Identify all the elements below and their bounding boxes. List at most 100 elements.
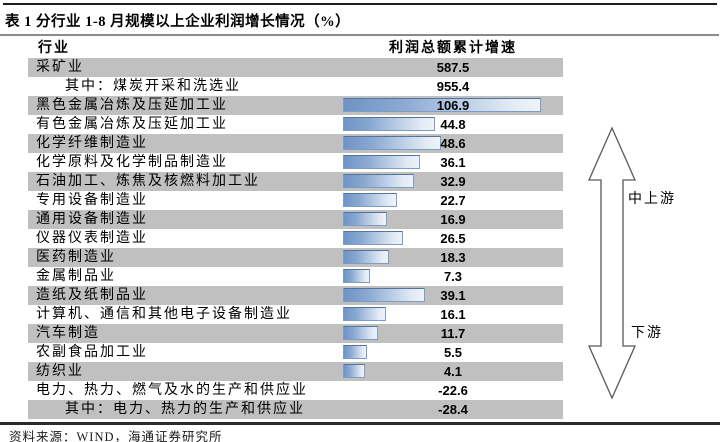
upstream-downstream-arrow [584, 126, 640, 400]
table-row: 金属制品业 7.3 [28, 267, 563, 286]
table-title: 表 1 分行业 1-8 月规模以上企业利润增长情况（%） [5, 14, 351, 30]
industry-name: 计算机、通信和其他电子设备制造业 [36, 307, 292, 322]
data-bar [343, 250, 389, 264]
table-row: 其中：煤炭开采和洗选业 955.4 [28, 77, 563, 96]
source-note: 资料来源：WIND，海通证券研究所 [9, 430, 223, 442]
industry-name: 造纸及纸制品业 [36, 288, 148, 303]
table-row: 化学原料及化学制品制造业 36.1 [28, 153, 563, 172]
table-row: 电力、热力、燃气及水的生产和供应业 -22.6 [28, 381, 563, 400]
growth-value: 7.3 [443, 269, 463, 284]
data-bar [343, 231, 403, 245]
label-mid-upstream: 中上游 [628, 192, 676, 207]
data-bar [343, 345, 367, 359]
growth-value: 39.1 [440, 288, 466, 303]
industry-name: 黑色金属冶炼及压延加工业 [36, 98, 228, 113]
industry-name: 石油加工、炼焦及核燃料加工业 [36, 174, 260, 189]
growth-value: 11.7 [440, 326, 466, 341]
data-bar [343, 307, 386, 321]
table-row: 专用设备制造业 22.7 [28, 191, 563, 210]
table-row: 纺织业 4.1 [28, 362, 563, 381]
growth-value: 26.5 [440, 231, 466, 246]
table-row: 农副食品加工业 5.5 [28, 343, 563, 362]
value-cell: 36.1 [343, 153, 563, 172]
industry-name: 有色金属冶炼及压延加工业 [36, 117, 228, 132]
column-header-industry: 行业 [38, 41, 70, 56]
growth-value: 48.6 [440, 136, 466, 151]
growth-value: 18.3 [440, 250, 466, 265]
growth-value: 36.1 [440, 155, 466, 170]
growth-value: 587.5 [436, 60, 470, 75]
industry-name: 通用设备制造业 [36, 212, 148, 227]
data-bar [343, 117, 435, 131]
top-rule [3, 3, 717, 5]
table-header-row: 行业 利润总额累计增速 [28, 39, 563, 58]
title-underline-rule [0, 34, 719, 36]
industry-name: 其中：煤炭开采和洗选业 [65, 79, 241, 94]
data-bar [343, 364, 365, 378]
growth-value: -22.6 [438, 383, 468, 398]
industry-name: 医药制造业 [36, 250, 116, 265]
industry-name: 农副食品加工业 [36, 345, 148, 360]
growth-value: 16.1 [440, 307, 466, 322]
table-row: 造纸及纸制品业 39.1 [28, 286, 563, 305]
data-bar [343, 212, 387, 226]
industry-name: 采矿业 [36, 60, 84, 75]
value-cell: 11.7 [343, 324, 563, 343]
table-row: 计算机、通信和其他电子设备制造业 16.1 [28, 305, 563, 324]
growth-value: 44.8 [440, 117, 466, 132]
industry-name: 仪器仪表制造业 [36, 231, 148, 246]
growth-value: 16.9 [440, 212, 466, 227]
value-cell: 106.9 [343, 96, 563, 115]
data-bar [343, 136, 441, 150]
growth-value: 32.9 [440, 174, 466, 189]
data-bar [343, 155, 420, 169]
data-bar [343, 98, 541, 112]
table-row: 其中：电力、热力的生产和供应业 -28.4 [28, 400, 563, 419]
label-downstream: 下游 [631, 326, 663, 341]
growth-value: 4.1 [443, 364, 463, 379]
industry-name: 电力、热力、燃气及水的生产和供应业 [36, 383, 308, 398]
column-header-profit-growth: 利润总额累计增速 [389, 41, 517, 56]
table-row: 黑色金属冶炼及压延加工业 106.9 [28, 96, 563, 115]
data-bar [343, 269, 370, 283]
industry-name: 专用设备制造业 [36, 193, 148, 208]
table-row: 有色金属冶炼及压延加工业 44.8 [28, 115, 563, 134]
value-cell: 48.6 [343, 134, 563, 153]
value-cell: -28.4 [343, 400, 563, 419]
growth-value: -28.4 [438, 402, 468, 417]
value-cell: 16.1 [343, 305, 563, 324]
data-bar [343, 288, 425, 302]
value-cell: 16.9 [343, 210, 563, 229]
table-row: 仪器仪表制造业 26.5 [28, 229, 563, 248]
table-row: 石油加工、炼焦及核燃料加工业 32.9 [28, 172, 563, 191]
value-cell: 32.9 [343, 172, 563, 191]
growth-value: 5.5 [443, 345, 463, 360]
table-body: 采矿业 587.5 其中：煤炭开采和洗选业 955.4 黑色金属冶炼及压延加工业… [28, 58, 563, 419]
value-cell: 7.3 [343, 267, 563, 286]
data-bar [343, 326, 378, 340]
table-row: 医药制造业 18.3 [28, 248, 563, 267]
growth-value: 106.9 [436, 98, 470, 113]
table-row: 汽车制造 11.7 [28, 324, 563, 343]
value-cell: 44.8 [343, 115, 563, 134]
industry-name: 化学原料及化学制品制造业 [36, 155, 228, 170]
bottom-rule [0, 422, 720, 425]
value-cell: 955.4 [343, 77, 563, 96]
table-row: 化学纤维制造业 48.6 [28, 134, 563, 153]
table-row: 通用设备制造业 16.9 [28, 210, 563, 229]
data-bar [343, 193, 397, 207]
value-cell: 587.5 [343, 58, 563, 77]
value-cell: 4.1 [343, 362, 563, 381]
table-row: 采矿业 587.5 [28, 58, 563, 77]
value-cell: 5.5 [343, 343, 563, 362]
industry-name: 其中：电力、热力的生产和供应业 [65, 402, 305, 417]
value-cell: 18.3 [343, 248, 563, 267]
industry-name: 汽车制造 [36, 326, 100, 341]
growth-value: 22.7 [440, 193, 466, 208]
industry-name: 纺织业 [36, 364, 84, 379]
industry-name: 金属制品业 [36, 269, 116, 284]
double-headed-arrow-icon [588, 126, 636, 400]
value-cell: 39.1 [343, 286, 563, 305]
data-bar [343, 174, 414, 188]
